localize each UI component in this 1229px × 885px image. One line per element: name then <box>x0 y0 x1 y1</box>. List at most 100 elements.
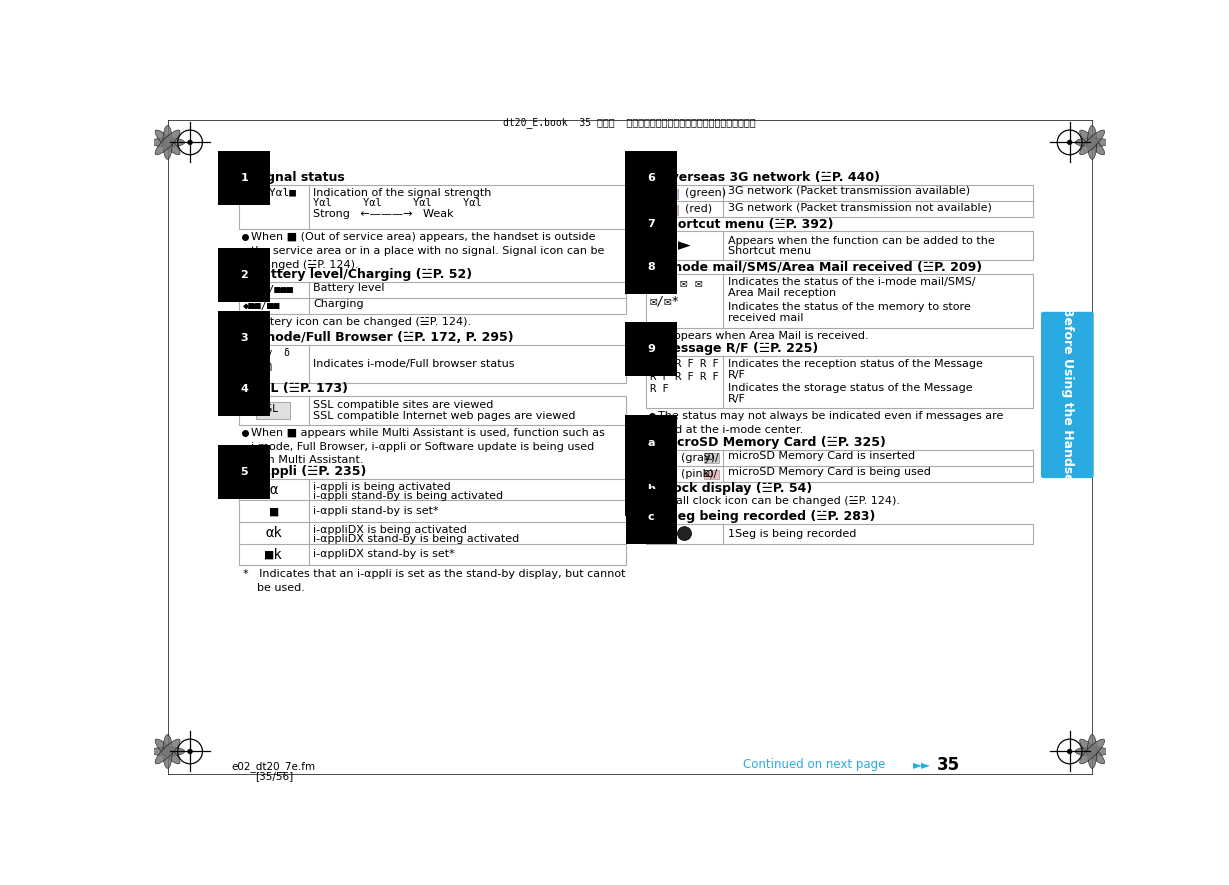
Text: Signal status: Signal status <box>253 172 344 184</box>
Text: i-αppli is being activated: i-αppli is being activated <box>313 482 451 492</box>
Text: αk: αk <box>265 526 283 540</box>
Text: i-αppli stand-by is set*: i-αppli stand-by is set* <box>313 506 439 516</box>
Ellipse shape <box>1079 739 1105 764</box>
Text: (pink)/: (pink)/ <box>681 469 717 479</box>
Bar <box>645 524 1034 543</box>
Ellipse shape <box>1075 747 1110 756</box>
Text: (red): (red) <box>685 204 712 214</box>
Ellipse shape <box>1088 126 1096 159</box>
Text: dt20_E.book  35 ページ  ２００７年１２月１２日　水曜日　午後２晎３分: dt20_E.book 35 ページ ２００７年１２月１２日 水曜日 午後２晎３… <box>503 117 756 128</box>
Text: ►: ► <box>678 236 691 255</box>
Ellipse shape <box>155 130 181 155</box>
Text: Message R/F (☱P. 225): Message R/F (☱P. 225) <box>660 342 819 355</box>
Bar <box>256 402 290 419</box>
Text: i-mode/Full Browser (☱P. 172, P. 295): i-mode/Full Browser (☱P. 172, P. 295) <box>253 332 514 344</box>
Bar <box>650 189 677 198</box>
Text: 1Seg being recorded (☱P. 283): 1Seg being recorded (☱P. 283) <box>660 510 875 523</box>
Bar <box>704 470 719 479</box>
Text: 9: 9 <box>648 343 655 354</box>
Text: 3G: 3G <box>650 189 662 197</box>
Text: i-αppliDX stand-by is set*: i-αppliDX stand-by is set* <box>313 550 455 559</box>
Text: i-mode mail/SMS/Area Mail received (☱P. 209): i-mode mail/SMS/Area Mail received (☱P. … <box>660 260 982 273</box>
Ellipse shape <box>155 130 181 155</box>
FancyBboxPatch shape <box>1041 312 1094 478</box>
Text: e02_dt20_7e.fm: e02_dt20_7e.fm <box>232 761 316 773</box>
Text: microSD Memory Card is inserted: microSD Memory Card is inserted <box>728 450 916 461</box>
Ellipse shape <box>150 138 184 147</box>
Ellipse shape <box>155 739 181 764</box>
Text: ■k: ■k <box>265 547 283 561</box>
Text: α: α <box>269 482 278 496</box>
Text: R F R F R F
R F R F R F
R F: R F R F R F R F R F R F R F <box>650 358 719 395</box>
Text: i-αppli stand-by is being activated: i-αppli stand-by is being activated <box>313 491 504 501</box>
Text: a: a <box>648 438 655 448</box>
Bar <box>238 396 627 425</box>
Text: ■: ■ <box>269 504 278 519</box>
Ellipse shape <box>1075 138 1110 147</box>
Text: 3G network (Packet transmission available): 3G network (Packet transmission availabl… <box>728 186 970 196</box>
Text: Yαl     Yαl     Yαl     Yαl: Yαl Yαl Yαl Yαl <box>313 198 482 208</box>
Text: Battery level: Battery level <box>313 283 385 293</box>
Text: Small clock icon can be changed (☱P. 124).: Small clock icon can be changed (☱P. 124… <box>659 496 900 506</box>
Ellipse shape <box>1079 130 1105 155</box>
Text: 3G network (Packet transmission not available): 3G network (Packet transmission not avai… <box>728 202 992 212</box>
Text: Overseas 3G network (☱P. 440): Overseas 3G network (☱P. 440) <box>660 172 880 184</box>
Text: ►►: ►► <box>913 758 932 771</box>
Bar <box>650 453 672 463</box>
Text: 5: 5 <box>241 467 248 477</box>
Text: Shortcut menu: Shortcut menu <box>728 246 811 257</box>
Bar <box>238 345 627 383</box>
Text: i-αppliDX stand-by is being activated: i-αppliDX stand-by is being activated <box>313 535 520 544</box>
Bar <box>704 453 719 463</box>
Text: SD: SD <box>704 470 714 479</box>
Text: Area Mail reception: Area Mail reception <box>728 288 836 298</box>
Text: R/F: R/F <box>728 370 746 380</box>
Bar <box>650 204 677 215</box>
Circle shape <box>677 527 692 541</box>
Bar <box>238 281 627 314</box>
Text: Battery level/Charging (☱P. 52): Battery level/Charging (☱P. 52) <box>253 268 472 281</box>
Text: Indicates i-mode/Full browser status: Indicates i-mode/Full browser status <box>313 359 515 369</box>
Text: Yαl/Yαl■: Yαl/Yαl■ <box>243 188 296 198</box>
Text: Indicates the status of the i-mode mail/SMS/: Indicates the status of the i-mode mail/… <box>728 277 976 287</box>
Text: Before Using the Handset: Before Using the Handset <box>1061 307 1074 488</box>
Circle shape <box>1067 140 1072 145</box>
Text: 8: 8 <box>648 262 655 272</box>
Text: 6: 6 <box>648 173 655 183</box>
Bar <box>238 185 627 229</box>
Bar <box>645 356 1034 408</box>
Ellipse shape <box>1079 739 1105 764</box>
Text: Strong   ←———→   Weak: Strong ←———→ Weak <box>313 210 454 219</box>
Text: SD: SD <box>650 453 660 463</box>
Text: Appears when the function can be added to the: Appears when the function can be added t… <box>728 235 994 245</box>
Ellipse shape <box>1079 130 1105 155</box>
Circle shape <box>188 140 193 145</box>
Text: When ■ (Out of service area) appears, the handset is outside
the service area or: When ■ (Out of service area) appears, th… <box>251 233 605 270</box>
Bar <box>645 450 1034 482</box>
Text: 1Seg is being recorded: 1Seg is being recorded <box>728 528 857 539</box>
Text: c: c <box>648 512 655 521</box>
Text: ✉ ✉ ✉ ✉
✉/✉*: ✉ ✉ ✉ ✉ ✉/✉* <box>650 277 702 307</box>
Text: (green): (green) <box>685 188 725 198</box>
Text: Indicates the storage status of the Message: Indicates the storage status of the Mess… <box>728 383 972 394</box>
Ellipse shape <box>1088 735 1096 768</box>
Text: Shortcut menu (☱P. 392): Shortcut menu (☱P. 392) <box>660 218 833 230</box>
Text: Clock display (☱P. 54): Clock display (☱P. 54) <box>660 482 812 496</box>
Text: microSD Memory Card is being used: microSD Memory Card is being used <box>728 467 930 477</box>
Text: SSL (☱P. 173): SSL (☱P. 173) <box>253 382 348 396</box>
Text: Indication of the signal strength: Indication of the signal strength <box>313 188 492 198</box>
Text: [35/56]: [35/56] <box>254 771 293 781</box>
Text: Indicates the reception status of the Message: Indicates the reception status of the Me… <box>728 358 983 369</box>
Text: i-αppliDX is being activated: i-αppliDX is being activated <box>313 525 467 535</box>
Text: SD: SD <box>650 470 660 479</box>
Text: The status may not always be indicated even if messages are
held at the i-mode c: The status may not always be indicated e… <box>659 412 1004 435</box>
Text: i-αppli (☱P. 235): i-αppli (☱P. 235) <box>253 466 366 479</box>
Ellipse shape <box>163 735 172 768</box>
Ellipse shape <box>155 739 181 764</box>
Text: 4: 4 <box>241 384 248 394</box>
Bar <box>650 470 672 479</box>
Text: received mail: received mail <box>728 312 804 322</box>
Text: microSD Memory Card (☱P. 325): microSD Memory Card (☱P. 325) <box>660 436 886 450</box>
Text: SSL compatible sites are viewed: SSL compatible sites are viewed <box>313 400 494 411</box>
Text: Charging: Charging <box>313 299 364 309</box>
